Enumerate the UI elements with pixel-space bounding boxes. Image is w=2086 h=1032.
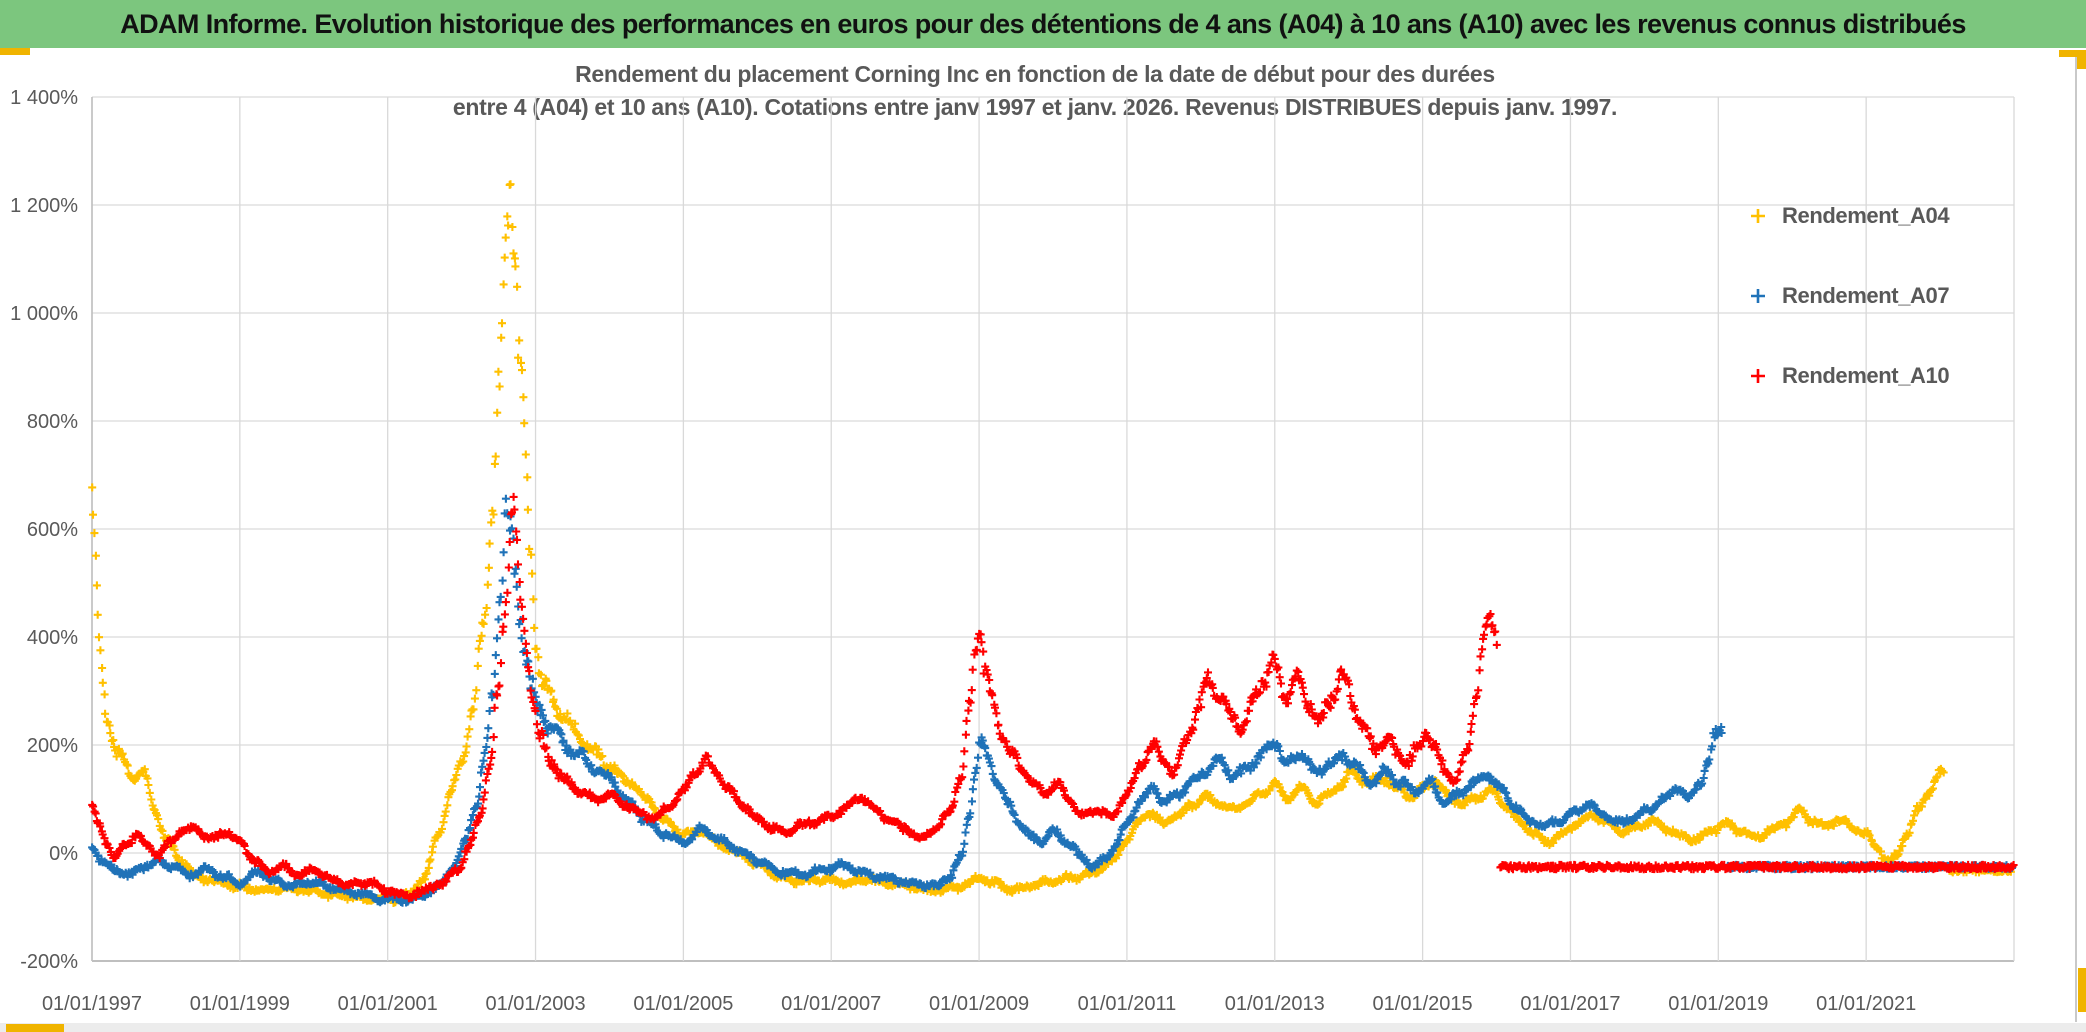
yellow-corner-left bbox=[0, 48, 30, 55]
yellow-right-strip bbox=[2078, 968, 2086, 1012]
window-right-border bbox=[2075, 57, 2077, 1022]
y-axis-tick-label: 200% bbox=[27, 735, 78, 757]
legend-item-a10[interactable]: Rendement_A10 bbox=[1748, 360, 2008, 392]
x-axis-tick-label: 01/01/2015 bbox=[1373, 993, 1473, 1015]
y-axis-tick-label: 0% bbox=[49, 843, 78, 865]
y-axis-tick-label: 1 400% bbox=[10, 87, 78, 109]
x-axis-tick-label: 01/01/2011 bbox=[1078, 993, 1177, 1015]
legend-item-a04[interactable]: Rendement_A04 bbox=[1748, 200, 2008, 232]
y-axis-tick-label: 400% bbox=[27, 627, 78, 649]
banner: ADAM Informe. Evolution historique des p… bbox=[0, 0, 2086, 48]
x-axis-tick-label: 01/01/1997 bbox=[42, 993, 142, 1015]
y-axis-tick-label: 1 200% bbox=[10, 195, 78, 217]
x-axis-tick-label: 01/01/2009 bbox=[929, 993, 1029, 1015]
y-axis-tick-label: 600% bbox=[27, 519, 78, 541]
series-points-rendement_a10 bbox=[88, 492, 2018, 903]
chart-legend: Rendement_A04 Rendement_A07 Rendement_A1… bbox=[1748, 200, 2008, 440]
plus-marker-icon bbox=[1751, 369, 1765, 383]
x-axis-tick-label: 01/01/2021 bbox=[1816, 993, 1916, 1015]
legend-label-a04: Rendement_A04 bbox=[1782, 203, 1950, 228]
scrollbar-thumb[interactable] bbox=[6, 1024, 64, 1032]
x-axis-tick-label: 01/01/2005 bbox=[633, 993, 733, 1015]
plus-marker-icon bbox=[1751, 209, 1765, 223]
series-points-rendement_a04 bbox=[88, 180, 2015, 907]
chart-title-line2: entre 4 (A04) et 10 ans (A10). Cotations… bbox=[452, 94, 1618, 120]
x-axis-tick-label: 01/01/2007 bbox=[781, 993, 881, 1015]
legend-label-a07: Rendement_A07 bbox=[1782, 283, 1950, 308]
y-axis-tick-label: 800% bbox=[27, 411, 78, 433]
x-axis-tick-label: 01/01/2017 bbox=[1520, 993, 1620, 1015]
plus-marker-icon bbox=[1751, 289, 1765, 303]
legend-item-a07[interactable]: Rendement_A07 bbox=[1748, 280, 2008, 312]
yellow-corner-right-horizontal bbox=[2059, 50, 2086, 57]
x-axis-tick-label: 01/01/2013 bbox=[1225, 993, 1325, 1015]
x-axis-tick-label: 01/01/2001 bbox=[338, 993, 438, 1015]
legend-label-a10: Rendement_A10 bbox=[1782, 363, 1950, 388]
series-points-rendement_a07 bbox=[88, 494, 2016, 907]
bottom-scrollbar[interactable] bbox=[0, 1022, 2086, 1032]
x-axis-tick-label: 01/01/1999 bbox=[190, 993, 290, 1015]
chart-title: Rendement du placement Corning Inc en fo… bbox=[240, 58, 1830, 124]
banner-title: ADAM Informe. Evolution historique des p… bbox=[120, 8, 1966, 39]
chart-title-line1: Rendement du placement Corning Inc en fo… bbox=[575, 61, 1495, 87]
y-axis-tick-label: -200% bbox=[20, 951, 78, 973]
y-axis-tick-label: 1 000% bbox=[10, 303, 78, 325]
x-axis-tick-label: 01/01/2019 bbox=[1668, 993, 1768, 1015]
x-axis-tick-label: 01/01/2003 bbox=[485, 993, 585, 1015]
yellow-corner-right-vertical bbox=[2077, 50, 2086, 69]
